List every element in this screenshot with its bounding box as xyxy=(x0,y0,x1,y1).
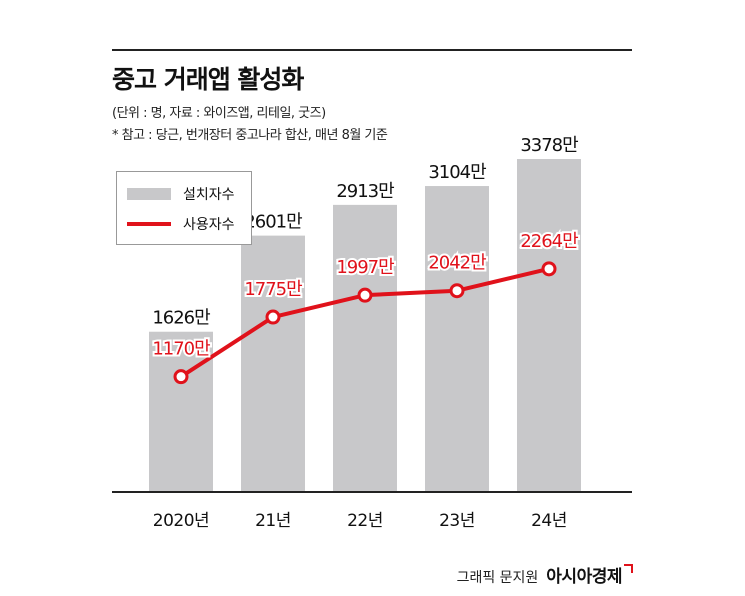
line-value-label: 1170만 xyxy=(152,339,210,360)
x-tick-label: 24년 xyxy=(531,511,567,531)
bar-value-label: 1626만 xyxy=(152,308,210,329)
reference-note: * 참고 : 당근, 번개장터 중고나라 합산, 매년 8월 기준 xyxy=(112,128,388,143)
line-point xyxy=(449,283,465,299)
legend-swatch-line xyxy=(127,222,171,226)
bar-installs xyxy=(333,204,397,492)
line-value-label: 1997만 xyxy=(336,257,394,278)
line-value-label: 2042만 xyxy=(428,253,486,274)
bar-value-label: 3104만 xyxy=(428,162,486,183)
credit: 그래픽 문지원 아시아경제 xyxy=(457,562,633,587)
line-point xyxy=(173,369,189,385)
bar-value-label: 3378만 xyxy=(520,135,578,156)
x-tick-label: 21년 xyxy=(255,511,291,531)
bar-installs xyxy=(517,159,581,493)
legend: 설치자수 사용자수 xyxy=(116,171,252,245)
bar-value-label: 2913만 xyxy=(336,181,394,202)
legend-label-users: 사용자수 xyxy=(183,217,235,233)
legend-item-users: 사용자수 xyxy=(127,214,235,234)
graphic-credit: 그래픽 문지원 xyxy=(456,570,539,586)
x-tick-label: 23년 xyxy=(439,511,475,531)
legend-swatch-bar xyxy=(127,188,171,200)
brand-name: 아시아경제 xyxy=(546,567,622,587)
chart-title: 중고 거래앱 활성화 xyxy=(112,65,304,94)
bar-installs xyxy=(149,331,213,492)
brand-logo: 아시아경제 xyxy=(546,562,633,587)
bar-installs xyxy=(241,235,305,492)
line-point xyxy=(265,309,281,325)
unit-source-note: (단위 : 명, 자료 : 와이즈앱, 리테일, 굿즈) xyxy=(112,106,326,121)
line-point xyxy=(357,287,373,303)
title-rule xyxy=(112,49,632,51)
x-tick-label: 22년 xyxy=(347,511,383,531)
line-value-label: 2264만 xyxy=(520,231,578,252)
line-point xyxy=(541,261,557,277)
bar-value-label: 2601만 xyxy=(244,212,302,233)
bar-installs xyxy=(425,186,489,492)
legend-item-installs: 설치자수 xyxy=(127,184,235,204)
x-tick-label: 2020년 xyxy=(153,511,209,531)
brand-mark-icon xyxy=(624,564,633,573)
line-value-label: 1775만 xyxy=(244,279,302,300)
legend-label-installs: 설치자수 xyxy=(183,187,235,203)
